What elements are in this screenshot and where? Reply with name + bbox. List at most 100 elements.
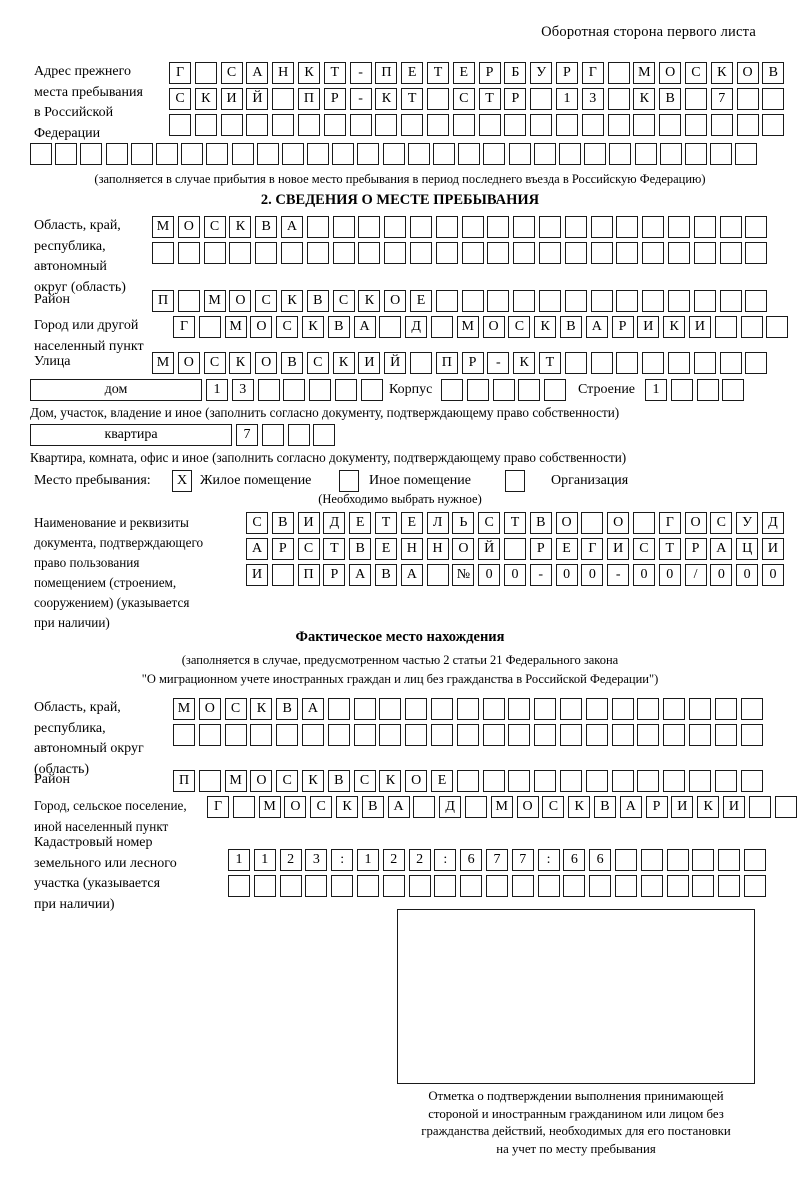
char-cell[interactable] xyxy=(487,242,510,264)
char-cell[interactable]: С xyxy=(310,796,333,818)
char-cell[interactable] xyxy=(198,770,221,792)
char-cell[interactable]: В xyxy=(593,796,616,818)
char-cell[interactable]: С xyxy=(542,796,565,818)
char-cell[interactable] xyxy=(332,242,355,264)
char-cell[interactable] xyxy=(435,216,458,238)
char-cell[interactable] xyxy=(253,875,276,897)
char-cell[interactable] xyxy=(466,379,489,401)
char-cell[interactable]: А xyxy=(349,564,372,586)
char-cell[interactable] xyxy=(435,290,458,312)
char-cell[interactable]: О xyxy=(177,216,200,238)
char-cell[interactable] xyxy=(589,875,612,897)
char-cell[interactable]: И xyxy=(671,796,694,818)
char-cell[interactable] xyxy=(405,698,428,720)
prev-address-row-4[interactable] xyxy=(30,143,758,165)
char-cell[interactable] xyxy=(611,724,634,746)
char-cell[interactable] xyxy=(590,242,613,264)
char-cell[interactable] xyxy=(558,143,581,165)
char-cell[interactable]: Б xyxy=(504,62,527,84)
char-cell[interactable]: Т xyxy=(323,538,346,560)
char-cell[interactable]: 1 xyxy=(206,379,228,401)
char-cell[interactable]: : xyxy=(537,849,560,871)
char-cell[interactable]: С xyxy=(246,512,268,534)
checkbox-other-premises[interactable] xyxy=(339,470,359,492)
char-cell[interactable] xyxy=(413,796,436,818)
char-cell[interactable] xyxy=(518,379,541,401)
char-cell[interactable] xyxy=(483,143,506,165)
char-cell[interactable]: И xyxy=(761,538,784,560)
char-cell[interactable] xyxy=(719,216,742,238)
char-cell[interactable]: Т xyxy=(503,512,526,534)
char-cell[interactable] xyxy=(745,242,768,264)
char-cell[interactable]: А xyxy=(280,216,303,238)
char-cell[interactable]: К xyxy=(379,770,402,792)
char-cell[interactable] xyxy=(306,216,329,238)
char-cell[interactable]: В xyxy=(327,316,350,338)
char-cell[interactable] xyxy=(401,114,424,136)
char-cell[interactable]: Г xyxy=(658,512,681,534)
char-cell[interactable]: А xyxy=(353,316,376,338)
char-cell[interactable]: Р xyxy=(504,88,527,110)
char-cell[interactable]: П xyxy=(297,564,320,586)
char-cell[interactable] xyxy=(281,143,304,165)
char-cell[interactable]: А xyxy=(387,796,410,818)
char-cell[interactable]: - xyxy=(349,62,372,84)
char-cell[interactable] xyxy=(590,352,613,374)
char-cell[interactable]: Г xyxy=(581,62,604,84)
char-cell[interactable]: В xyxy=(762,62,785,84)
char-cell[interactable]: О xyxy=(250,316,273,338)
char-cell[interactable] xyxy=(301,724,324,746)
char-cell[interactable] xyxy=(430,724,453,746)
char-cell[interactable] xyxy=(409,352,432,374)
stamp-area[interactable] xyxy=(397,909,755,1084)
char-cell[interactable] xyxy=(740,698,763,720)
char-cell[interactable] xyxy=(718,849,741,871)
char-cell[interactable] xyxy=(564,216,587,238)
char-cell[interactable]: О xyxy=(177,352,200,374)
char-cell[interactable] xyxy=(642,352,665,374)
char-cell[interactable] xyxy=(456,724,479,746)
char-cell[interactable] xyxy=(255,242,278,264)
char-cell[interactable] xyxy=(581,512,604,534)
char-cell[interactable]: Р xyxy=(555,62,578,84)
char-cell[interactable] xyxy=(607,62,630,84)
char-cell[interactable] xyxy=(774,796,797,818)
char-cell[interactable] xyxy=(693,290,716,312)
char-cell[interactable] xyxy=(692,849,715,871)
char-cell[interactable] xyxy=(482,724,505,746)
char-cell[interactable]: С xyxy=(276,316,299,338)
char-cell[interactable]: С xyxy=(710,512,733,534)
char-cell[interactable] xyxy=(544,379,567,401)
char-cell[interactable]: В xyxy=(255,216,278,238)
char-cell[interactable] xyxy=(105,143,128,165)
char-cell[interactable]: А xyxy=(585,316,608,338)
char-cell[interactable] xyxy=(203,242,226,264)
char-cell[interactable] xyxy=(748,796,771,818)
char-cell[interactable] xyxy=(379,698,402,720)
char-cell[interactable] xyxy=(492,379,515,401)
char-cell[interactable] xyxy=(353,724,376,746)
char-cell[interactable]: Е xyxy=(430,770,453,792)
prev-address-row-3[interactable] xyxy=(169,114,785,136)
char-cell[interactable]: И xyxy=(358,352,381,374)
char-cell[interactable] xyxy=(379,316,402,338)
char-cell[interactable]: Т xyxy=(374,512,397,534)
char-cell[interactable]: № xyxy=(452,564,475,586)
char-cell[interactable] xyxy=(407,143,430,165)
char-cell[interactable] xyxy=(743,849,766,871)
char-cell[interactable] xyxy=(409,242,432,264)
char-cell[interactable] xyxy=(155,143,178,165)
char-cell[interactable]: В xyxy=(559,316,582,338)
char-cell[interactable] xyxy=(309,379,332,401)
char-cell[interactable]: К xyxy=(568,796,591,818)
char-cell[interactable] xyxy=(637,724,660,746)
char-cell[interactable]: Н xyxy=(426,538,449,560)
char-cell[interactable] xyxy=(224,724,247,746)
char-cell[interactable] xyxy=(456,698,479,720)
char-cell[interactable] xyxy=(334,379,357,401)
char-cell[interactable]: К xyxy=(710,62,733,84)
char-cell[interactable] xyxy=(666,849,689,871)
